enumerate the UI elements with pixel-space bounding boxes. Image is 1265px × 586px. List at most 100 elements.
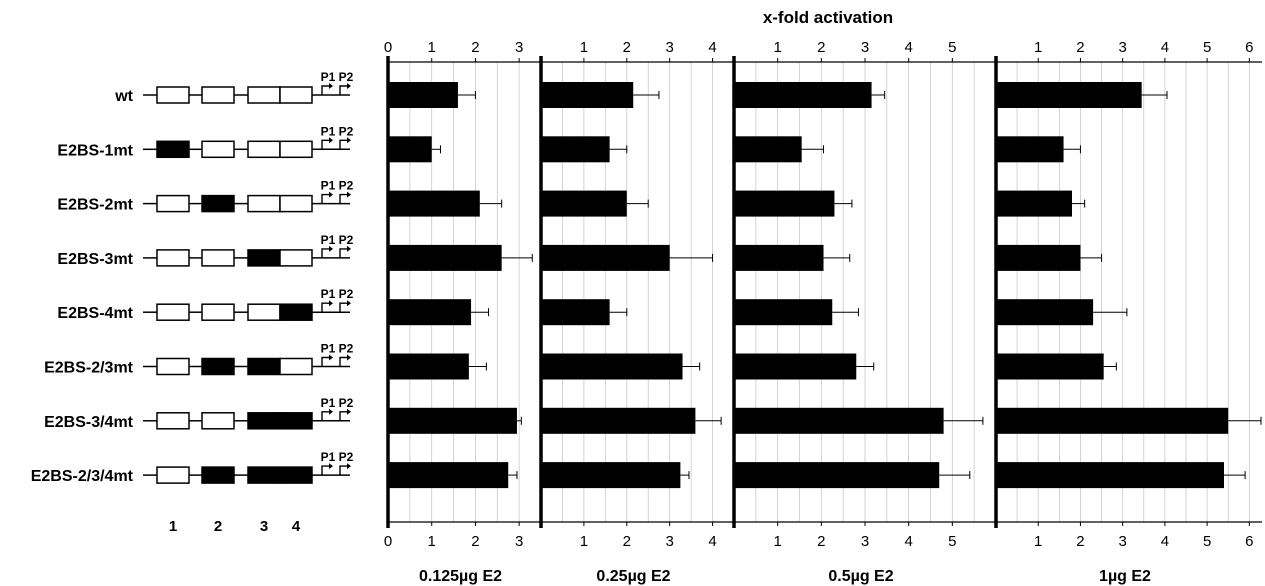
binding-site-box — [156, 249, 190, 267]
top-tick-label: 5 — [1203, 39, 1211, 56]
promoter-label: P2 — [339, 450, 354, 464]
promoter-arrowhead — [329, 191, 333, 198]
site-numbers: 1 2 3 4 — [169, 518, 301, 535]
promoter-label: P2 — [339, 124, 354, 138]
site-number: 4 — [292, 518, 301, 535]
bar — [541, 299, 610, 326]
top-tick-label: 2 — [471, 39, 479, 56]
bar — [541, 82, 634, 108]
top-tick-label: 3 — [861, 39, 869, 56]
top-tick-label: 3 — [515, 39, 523, 56]
bottom-tick-label: 4 — [1161, 533, 1169, 550]
bottom-tick-label: 2 — [471, 533, 479, 550]
bar — [734, 299, 833, 326]
top-tick-label: 4 — [708, 39, 716, 56]
promoter-label: P1 — [321, 233, 336, 247]
promoter-label: P2 — [339, 70, 354, 84]
bar — [996, 136, 1064, 163]
binding-site-box — [201, 140, 235, 159]
construct-row: E2BS-2mt P1 P2 — [57, 179, 353, 214]
promoter-arrow — [339, 356, 347, 367]
row-label: E2BS-3mt — [57, 251, 133, 268]
binding-site-box — [201, 86, 235, 104]
promoter-arrowhead — [347, 245, 351, 252]
panels: 0 1 2 3 0 1 2 3 0.125µg E2 1 2 3 4 1 2 3 4 0.25µg E2 1 2 3 4 5… — [384, 39, 1262, 585]
binding-site-box — [279, 249, 313, 267]
bottom-tick-label: 6 — [1245, 533, 1253, 550]
x-axis-title: x-fold activation — [763, 8, 893, 27]
promoter-arrow — [321, 411, 329, 421]
promoter-arrow — [321, 465, 329, 476]
promoter-arrow — [321, 193, 329, 204]
promoter-arrowhead — [329, 83, 333, 89]
promoter-arrowhead — [347, 83, 351, 89]
bottom-tick-label: 2 — [623, 533, 631, 550]
promoter-arrow — [321, 85, 329, 95]
top-tick-label: 2 — [817, 39, 825, 56]
top-tick-label: 2 — [1076, 39, 1084, 56]
promoter-label: P1 — [321, 396, 336, 410]
promoter-arrowhead — [347, 191, 351, 198]
binding-site-box — [156, 140, 190, 159]
promoter-arrowhead — [347, 408, 351, 415]
binding-site-box — [279, 466, 313, 484]
top-tick-label: 1 — [580, 39, 588, 56]
binding-site-box — [247, 357, 281, 376]
binding-site-box — [201, 412, 235, 430]
site-number: 3 — [260, 518, 268, 535]
promoter-label: P1 — [321, 450, 336, 464]
bottom-tick-label: 5 — [948, 533, 956, 550]
bar — [388, 244, 502, 271]
top-tick-label: 2 — [623, 39, 631, 56]
binding-site-box — [247, 140, 281, 159]
promoter-label: P1 — [321, 342, 336, 356]
promoter-label: P2 — [339, 396, 354, 410]
promoter-arrowhead — [329, 137, 333, 144]
bar — [541, 244, 670, 271]
construct-row: E2BS-1mt P1 P2 — [57, 124, 353, 159]
binding-site-box — [247, 194, 281, 213]
promoter-label: P2 — [339, 233, 354, 247]
binding-site-box — [279, 86, 313, 104]
bar — [388, 353, 469, 380]
top-tick-label: 6 — [1245, 39, 1253, 56]
panel-title: 1µg E2 — [1099, 568, 1151, 585]
construct-row: E2BS-2/3/4mt P1 P2 — [31, 450, 354, 485]
binding-site-box — [279, 357, 313, 376]
bar — [996, 407, 1229, 434]
binding-site-box — [156, 466, 190, 484]
promoter-label: P2 — [339, 179, 354, 193]
top-tick-label: 5 — [948, 39, 956, 56]
construct-row: E2BS-4mt P1 P2 — [57, 287, 353, 322]
binding-site-box — [247, 466, 281, 484]
construct-row: wt P1 P2 — [114, 70, 353, 105]
bottom-tick-label: 1 — [1034, 533, 1042, 550]
binding-site-box — [279, 194, 313, 213]
binding-site-box — [279, 140, 313, 159]
row-label: wt — [114, 88, 133, 105]
row-label: E2BS-2/3/4mt — [31, 468, 134, 485]
promoter-arrow — [339, 248, 347, 258]
row-label: E2BS-1mt — [57, 142, 133, 159]
promoter-arrow — [339, 193, 347, 204]
binding-site-box — [247, 249, 281, 267]
bar — [734, 407, 944, 434]
panel-3: 1 2 3 4 5 1 2 3 4 5 0.5µg E2 — [732, 39, 997, 585]
row-label: E2BS-2mt — [57, 197, 133, 214]
promoter-arrow — [339, 465, 347, 476]
bar — [996, 244, 1081, 271]
promoter-label: P2 — [339, 287, 354, 301]
bar — [388, 407, 517, 434]
bar — [996, 462, 1224, 489]
bar — [541, 190, 627, 217]
bottom-tick-label: 3 — [515, 533, 523, 550]
binding-site-box — [201, 194, 235, 213]
panel-2: 1 2 3 4 1 2 3 4 0.25µg E2 — [539, 39, 735, 585]
row-label: E2BS-4mt — [57, 305, 133, 322]
panel-title: 0.25µg E2 — [596, 568, 670, 585]
bottom-tick-label: 5 — [1203, 533, 1211, 550]
row-label: E2BS-3/4mt — [44, 414, 134, 431]
bar — [734, 244, 824, 271]
binding-site-box — [279, 412, 313, 430]
